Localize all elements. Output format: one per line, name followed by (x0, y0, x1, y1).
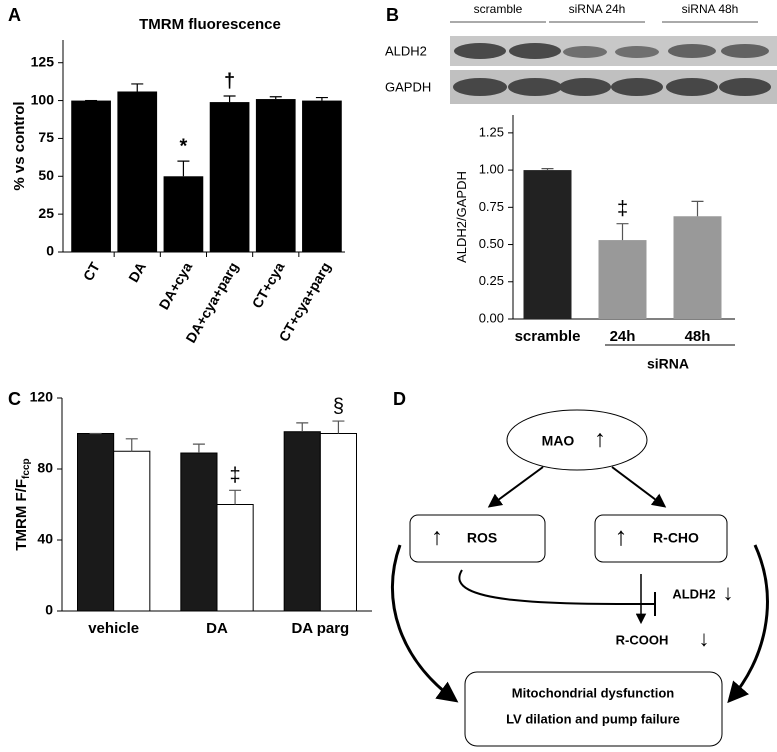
error-bar (315, 96, 328, 101)
panel-label: D (393, 389, 406, 409)
lane-label: siRNA 24h (569, 2, 626, 16)
node-label: ROS (467, 530, 497, 546)
bar (71, 100, 111, 252)
node-label: Mitochondrial dysfunction (512, 685, 675, 700)
bar (113, 450, 151, 612)
y-tick-label: 120 (30, 389, 54, 405)
error-bar (541, 168, 554, 171)
y-tick-label: 0.50 (479, 236, 504, 251)
node-arrow: ↑ (615, 521, 628, 551)
chart-title: TMRM fluorescence (139, 16, 281, 33)
panel-label: A (8, 5, 21, 25)
error-bar (691, 200, 704, 217)
bar (117, 91, 158, 252)
y-tick-label: 75 (38, 129, 54, 145)
bar (598, 240, 647, 319)
bar (255, 99, 296, 252)
node-box (594, 514, 728, 563)
y-tick-label: 0.00 (479, 310, 504, 325)
blot-images (450, 36, 777, 104)
y-tick-label: 0.25 (479, 273, 504, 288)
group-label: siRNA (647, 356, 689, 372)
marker: ‡ (617, 198, 628, 220)
error-bar (125, 438, 138, 452)
x-tick-label: scramble (515, 328, 581, 345)
lane-label: scramble (474, 2, 523, 16)
node-arrow: ↓ (723, 580, 734, 605)
bar (673, 216, 722, 319)
node-box (464, 671, 723, 747)
node-label: ALDH2 (672, 586, 715, 601)
y-tick-label: 50 (38, 167, 54, 183)
panel-label: B (386, 5, 399, 25)
x-tick-label: DA+cya (155, 259, 195, 312)
blot-label: ALDH2 (385, 43, 427, 58)
node-label: R-COOH (616, 632, 669, 647)
x-tick-label: vehicle (88, 620, 139, 637)
y-tick-label: 25 (38, 205, 54, 221)
y-tick-label: 0.75 (479, 199, 504, 214)
bar (523, 170, 572, 319)
error-bar (332, 420, 345, 434)
y-tick-label: 0 (46, 243, 54, 259)
y-tick-label: 0 (45, 602, 53, 618)
node-arrow: ↑ (431, 523, 443, 550)
x-tick-label: CT+cya (249, 259, 288, 311)
panel-label: C (8, 389, 21, 409)
error-bar (192, 443, 205, 454)
connectors (391, 466, 769, 704)
marker: § (333, 395, 344, 417)
diagram: D MAO ↑ ↑ ROS ↑ R-CHO ALDH2 ↓ R-COOH ↓ M… (391, 389, 769, 747)
node-label: LV dilation and pump failure (506, 711, 680, 726)
y-tick-label: 40 (37, 531, 53, 547)
y-tick-label: 125 (31, 53, 55, 69)
error-bar (296, 422, 309, 432)
x-tick-label: DA (206, 620, 228, 637)
x-tick-label: 24h (610, 328, 636, 345)
y-tick-label: 80 (37, 460, 53, 476)
y-axis-title-text: TMRM F/F (13, 479, 30, 551)
bar (319, 433, 358, 612)
marker: * (180, 135, 188, 157)
error-bar (131, 83, 144, 92)
y-axis-title: % vs control (11, 101, 28, 190)
x-tick-label: DA (125, 259, 149, 285)
error-bar (177, 160, 190, 177)
bar (163, 176, 204, 252)
blot-label: GAPDH (385, 79, 431, 94)
bar (283, 431, 321, 612)
error-bar (269, 96, 282, 100)
bar (302, 100, 342, 252)
node-box (409, 514, 546, 563)
bar (209, 102, 250, 252)
marker: ‡ (230, 465, 241, 487)
node-arrow: ↓ (699, 626, 710, 651)
lane-label: siRNA 48h (682, 2, 739, 16)
y-tick-label: 1.25 (479, 124, 504, 139)
y-axis-title-text: ALDH2/GAPDH (454, 171, 469, 263)
y-axis-title: ALDH2/GAPDH (454, 171, 469, 263)
y-axis-title-text: % vs control (11, 101, 28, 190)
error-bar (616, 223, 629, 241)
error-bar (229, 489, 242, 505)
bar (180, 452, 218, 612)
bar (216, 504, 254, 612)
error-bar (223, 95, 236, 103)
x-tick-label: CT (80, 259, 103, 284)
y-tick-label: 100 (31, 91, 55, 107)
x-tick-label: DA parg (291, 620, 349, 637)
node-label: R-CHO (653, 530, 699, 546)
x-tick-label: 48h (685, 328, 711, 345)
y-axis-title: TMRM F/Ffccp (13, 458, 32, 550)
marker: † (224, 70, 235, 92)
y-tick-label: 1.00 (479, 162, 504, 177)
y-axis-title-sub: fccp (21, 458, 32, 479)
node-arrow: ↑ (594, 425, 606, 452)
bar (77, 433, 115, 612)
node-label: MAO (542, 433, 575, 449)
node-box (506, 409, 648, 471)
